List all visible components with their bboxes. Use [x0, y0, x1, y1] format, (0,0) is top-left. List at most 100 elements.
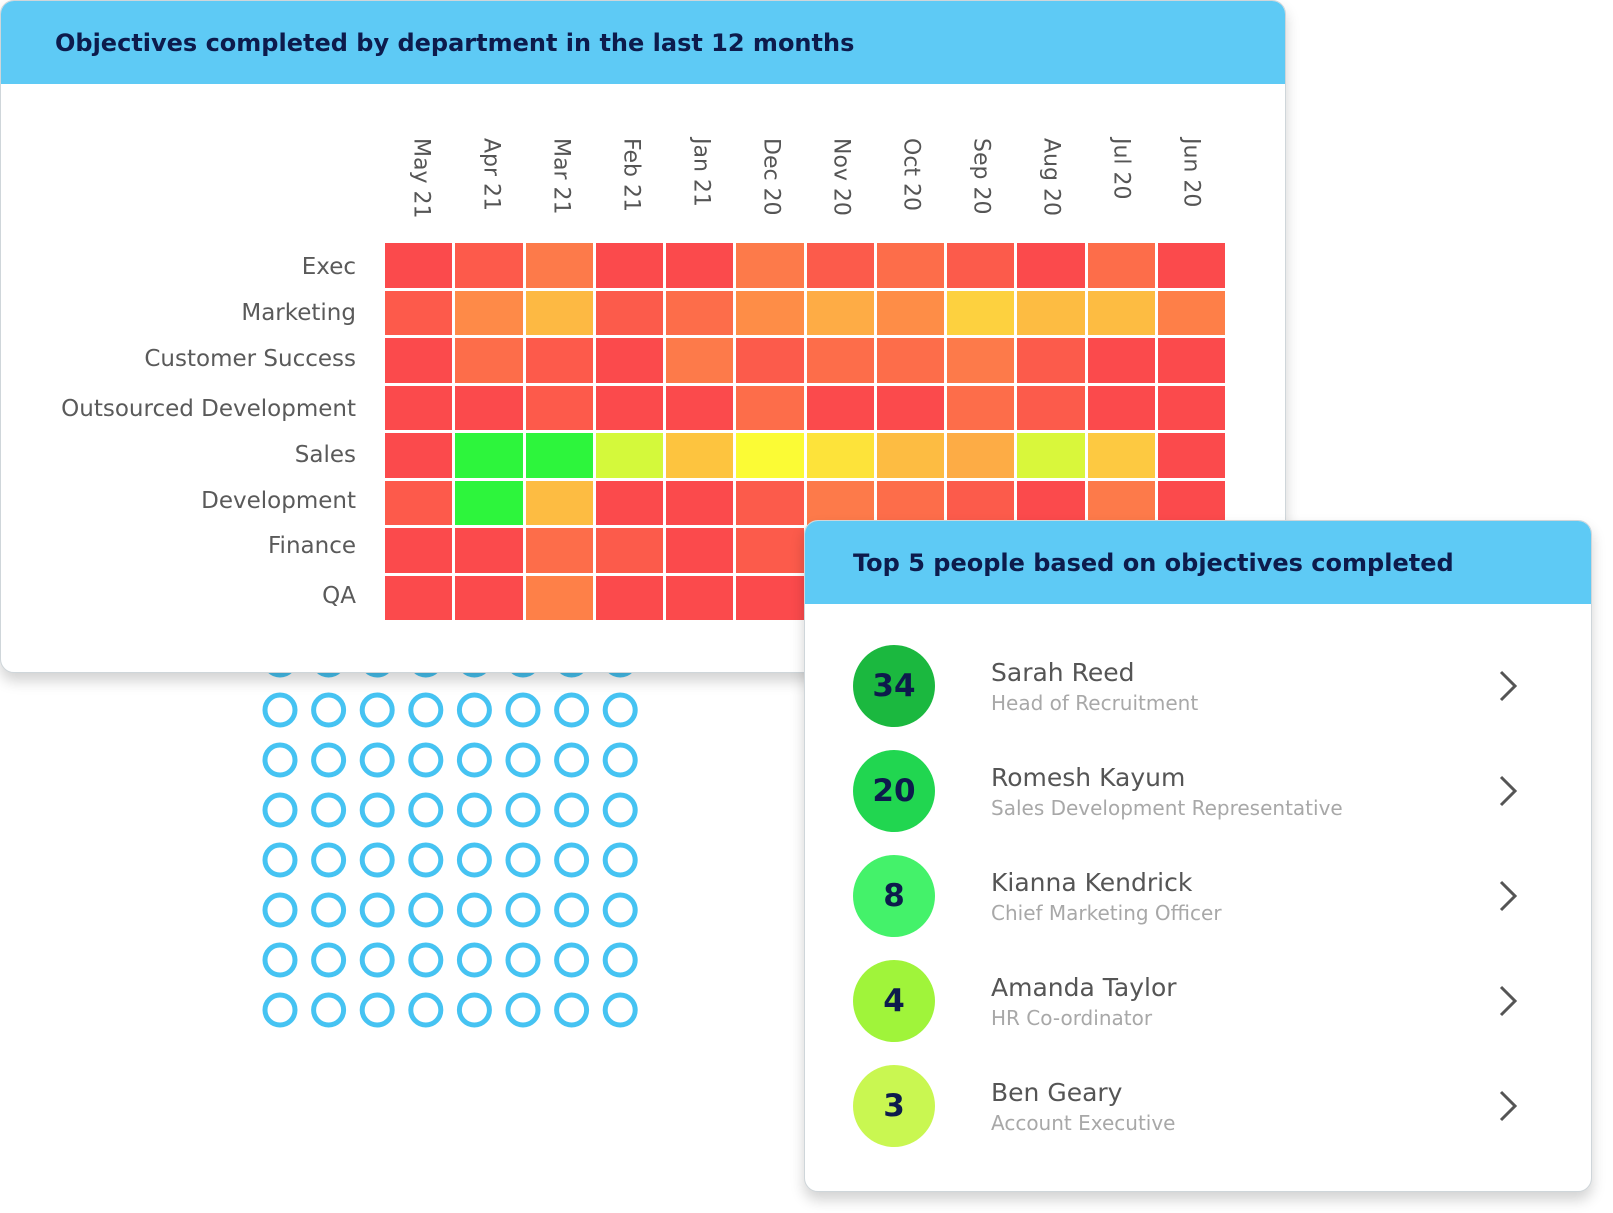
heatmap-cell — [1157, 290, 1225, 335]
chevron-right-icon[interactable] — [1493, 1086, 1523, 1126]
decorative-circle — [456, 792, 492, 828]
decorative-circle — [311, 792, 347, 828]
score-badge: 4 — [853, 960, 935, 1042]
heatmap-cell — [385, 575, 453, 620]
heatmap-cell — [385, 385, 453, 430]
person-row[interactable]: 34 Sarah Reed Head of Recruitment — [853, 641, 1553, 731]
person-name: Sarah Reed — [991, 657, 1135, 687]
heatmap-cell — [1017, 480, 1085, 525]
month-label: May 21 — [408, 138, 434, 219]
heatmap-cell — [1017, 433, 1085, 478]
month-label: Jun 20 — [1178, 138, 1204, 208]
person-role: HR Co-ordinator — [991, 1005, 1153, 1030]
person-row[interactable]: 20 Romesh Kayum Sales Development Repres… — [853, 746, 1553, 836]
heatmap-cell — [736, 575, 804, 620]
chevron-right-icon[interactable] — [1493, 771, 1523, 811]
decorative-circle — [408, 942, 444, 978]
heatmap-cell — [595, 243, 663, 288]
heatmap-cell — [525, 385, 593, 430]
decorative-circle — [262, 692, 298, 728]
decorative-circle — [505, 692, 541, 728]
chevron-right-icon[interactable] — [1493, 666, 1523, 706]
person-role: Head of Recruitment — [991, 690, 1199, 715]
decorative-circle — [456, 992, 492, 1028]
heatmap-cell — [736, 433, 804, 478]
decorative-circle — [602, 942, 638, 978]
decorative-circle — [602, 992, 638, 1028]
heatmap-cell — [666, 243, 734, 288]
person-role: Account Executive — [991, 1110, 1176, 1135]
decorative-circle — [311, 892, 347, 928]
person-row[interactable]: 8 Kianna Kendrick Chief Marketing Office… — [853, 851, 1553, 941]
decorative-circle — [456, 842, 492, 878]
decorative-circle — [408, 692, 444, 728]
decorative-circle — [311, 942, 347, 978]
heatmap-cell — [525, 243, 593, 288]
decorative-circle — [408, 792, 444, 828]
score-badge: 34 — [853, 645, 935, 727]
heatmap-cell — [736, 480, 804, 525]
heatmap-cell — [595, 385, 663, 430]
department-label: Sales — [294, 442, 356, 468]
heatmap-cell — [385, 528, 453, 573]
heatmap-cell — [666, 575, 734, 620]
decorative-circle — [408, 992, 444, 1028]
heatmap-cell — [455, 385, 523, 430]
heatmap-cell — [806, 290, 874, 335]
heatmap-cell — [525, 575, 593, 620]
heatmap-cell — [1087, 385, 1155, 430]
heatmap-cell — [385, 338, 453, 383]
department-label: QA — [322, 583, 356, 609]
heatmap-cell — [385, 433, 453, 478]
decorative-circle — [456, 692, 492, 728]
department-label: Marketing — [241, 300, 356, 326]
decorative-circle — [554, 692, 590, 728]
heatmap-cell — [525, 290, 593, 335]
heatmap-cell — [525, 480, 593, 525]
heatmap-cell — [876, 290, 944, 335]
person-row[interactable]: 3 Ben Geary Account Executive — [853, 1061, 1553, 1151]
heatmap-grid — [385, 243, 1225, 620]
month-label: Dec 20 — [758, 138, 784, 216]
heatmap-cell — [806, 480, 874, 525]
heatmap-cell — [666, 290, 734, 335]
heatmap-cell — [1157, 338, 1225, 383]
decorative-circle — [456, 942, 492, 978]
heatmap-cell — [525, 338, 593, 383]
heatmap-cell — [1017, 243, 1085, 288]
heatmap-cell — [385, 290, 453, 335]
department-label: Outsourced Development — [61, 396, 356, 422]
decorative-circle — [262, 842, 298, 878]
heatmap-cell — [947, 433, 1015, 478]
heatmap-cell — [666, 528, 734, 573]
month-label: Apr 21 — [478, 138, 504, 212]
month-label: Mar 21 — [548, 138, 574, 215]
decorative-circle — [505, 792, 541, 828]
person-role: Sales Development Representative — [991, 795, 1343, 820]
chevron-right-icon[interactable] — [1493, 876, 1523, 916]
heatmap-cell — [385, 480, 453, 525]
person-row[interactable]: 4 Amanda Taylor HR Co-ordinator — [853, 956, 1553, 1046]
month-label: Feb 21 — [618, 138, 644, 212]
heatmap-cell — [806, 433, 874, 478]
decorative-circle — [359, 992, 395, 1028]
decorative-circle — [262, 942, 298, 978]
heatmap-cell — [947, 480, 1015, 525]
heatmap-cell — [666, 385, 734, 430]
heatmap-cell — [666, 480, 734, 525]
heatmap-cell — [947, 385, 1015, 430]
heatmap-cell — [455, 575, 523, 620]
heatmap-cell — [1017, 385, 1085, 430]
decorative-circle — [359, 942, 395, 978]
heatmap-cell — [595, 575, 663, 620]
heatmap-cell — [1017, 338, 1085, 383]
heatmap-cell — [736, 338, 804, 383]
heatmap-cell — [806, 385, 874, 430]
decorative-circle — [408, 892, 444, 928]
decorative-circle — [359, 792, 395, 828]
heatmap-cell — [947, 338, 1015, 383]
month-label: Aug 20 — [1038, 138, 1064, 216]
decorative-circle — [602, 892, 638, 928]
decorative-circle — [505, 742, 541, 778]
chevron-right-icon[interactable] — [1493, 981, 1523, 1021]
